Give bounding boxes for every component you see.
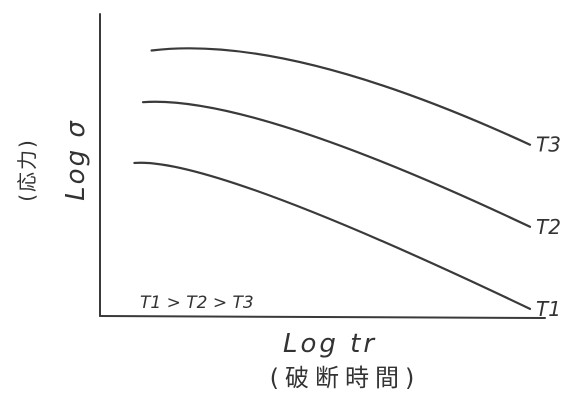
series-label-t2: T2: [536, 215, 561, 239]
x-axis-sublabel: (破断時間): [270, 364, 421, 392]
annotation: T1 > T2 > T3: [140, 293, 254, 313]
series-line-t3: [150, 47, 532, 146]
series-line-t2: [141, 100, 532, 228]
series-layer: T3 T2 T1: [133, 47, 561, 321]
y-axis-label: Log σ: [61, 119, 91, 201]
x-axis: [99, 315, 546, 319]
x-axis-label: Log tr: [283, 329, 377, 359]
series-label-t1: T1: [536, 297, 561, 321]
series-label-t3: T3: [536, 133, 561, 157]
series-line-t1: [133, 161, 532, 310]
y-axis-sublabel: (応力): [15, 138, 39, 202]
